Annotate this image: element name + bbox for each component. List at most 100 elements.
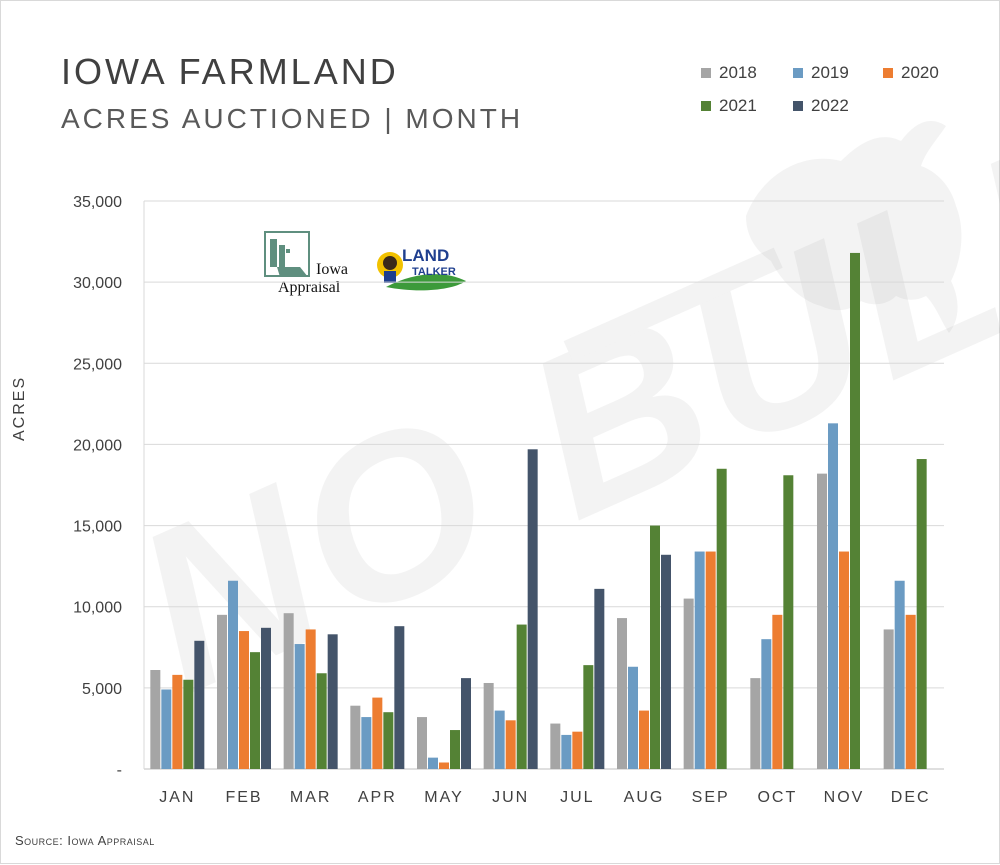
- legend-swatch-2020: [883, 68, 893, 78]
- bar: [417, 717, 427, 769]
- bar: [217, 614, 227, 769]
- x-tick-label: NOV: [824, 789, 865, 806]
- bar: [505, 720, 516, 769]
- bar: [228, 580, 238, 769]
- legend-label-2018: 2018: [719, 63, 757, 82]
- bar: [572, 731, 583, 769]
- bar: [583, 665, 594, 769]
- bar: [783, 475, 794, 769]
- bar: [594, 588, 605, 769]
- bar: [628, 666, 638, 769]
- x-tick-label: MAY: [424, 789, 463, 806]
- land-talker-logo-word2: TALKER: [412, 266, 456, 278]
- bar: [905, 614, 916, 769]
- bar: [439, 762, 449, 769]
- bar: [694, 551, 705, 769]
- x-tick-label: DEC: [891, 789, 931, 806]
- bar: [527, 449, 538, 769]
- y-tick-label: 20,000: [73, 437, 122, 454]
- bar: [516, 624, 527, 769]
- bar: [350, 705, 361, 769]
- y-tick-label: -: [117, 762, 122, 779]
- bar: [650, 525, 660, 769]
- x-tick-label: APR: [358, 789, 397, 806]
- source-note: Source: Iowa Appraisal: [15, 833, 155, 848]
- legend-item-2022: 2022: [793, 96, 849, 116]
- bar: [639, 710, 649, 769]
- legend-swatch-2022: [793, 101, 803, 111]
- iowa-appraisal-logo-line2: Appraisal: [278, 279, 341, 296]
- bar: [817, 473, 827, 769]
- y-tick-label: 30,000: [73, 275, 122, 292]
- legend-label-2021: 2021: [719, 96, 757, 115]
- x-tick-label: JAN: [159, 789, 195, 806]
- bar: [617, 618, 627, 769]
- bar: [461, 678, 471, 769]
- bar: [316, 673, 327, 769]
- y-tick-label: 35,000: [73, 194, 122, 211]
- bar: [361, 717, 372, 769]
- x-tick-label: SEP: [692, 789, 730, 806]
- iowa-appraisal-logo-line1: Iowa: [316, 261, 348, 278]
- bar: [183, 679, 194, 769]
- chart-title: IOWA FARMLAND: [61, 51, 399, 92]
- bar: [750, 678, 761, 769]
- legend-swatch-2019: [793, 68, 803, 78]
- bar: [661, 554, 671, 769]
- x-tick-label: JUN: [492, 789, 529, 806]
- legend-item-2019: 2019: [793, 63, 849, 83]
- bar: [850, 252, 860, 770]
- watermark-stroke: [563, 247, 783, 362]
- bar: [161, 689, 172, 769]
- bar: [383, 712, 394, 769]
- legend-label-2022: 2022: [811, 96, 849, 115]
- bar: [839, 551, 849, 769]
- legend-item-2020: 2020: [883, 63, 939, 83]
- y-tick-label: 10,000: [73, 600, 122, 617]
- x-tick-label: FEB: [225, 789, 262, 806]
- x-tick-label: OCT: [757, 789, 797, 806]
- y-tick-label: 5,000: [82, 681, 122, 698]
- bar: [483, 682, 494, 769]
- legend-item-2018: 2018: [701, 63, 757, 83]
- y-tick-label: 25,000: [73, 356, 122, 373]
- legend-item-2021: 2021: [701, 96, 757, 116]
- bar: [883, 629, 894, 769]
- iowa-appraisal-logo: Iowa Appraisal: [264, 231, 348, 296]
- bar: [150, 670, 161, 769]
- bar: [894, 580, 905, 769]
- bar: [494, 710, 505, 769]
- iowa-appraisal-logo-icon: [264, 231, 310, 277]
- bar: [428, 757, 438, 769]
- bar: [761, 639, 772, 769]
- bar: [561, 734, 572, 769]
- bar: [772, 614, 783, 769]
- x-tick-label: AUG: [624, 789, 665, 806]
- legend-swatch-2021: [701, 101, 711, 111]
- bull-silhouette-icon: [746, 121, 962, 333]
- x-tick-label: MAR: [290, 789, 332, 806]
- x-tick-label: JUL: [560, 789, 594, 806]
- land-talker-logo-word1: LAND: [402, 246, 449, 265]
- bar: [828, 423, 838, 769]
- bar: [239, 631, 249, 769]
- bar: [172, 674, 183, 769]
- bar: [716, 468, 727, 769]
- legend-swatch-2018: [701, 68, 711, 78]
- bar: [683, 598, 694, 769]
- bar: [372, 697, 383, 769]
- legend-label-2019: 2019: [811, 63, 849, 82]
- bar: [261, 627, 271, 769]
- bar: [250, 652, 260, 769]
- bar: [327, 634, 338, 769]
- y-tick-label: 15,000: [73, 519, 122, 536]
- bar: [394, 626, 405, 769]
- bar: [550, 723, 561, 769]
- bar: [283, 613, 294, 769]
- bar: [916, 459, 927, 769]
- bar: [705, 551, 716, 769]
- bar: [194, 640, 205, 769]
- bar: [294, 644, 305, 769]
